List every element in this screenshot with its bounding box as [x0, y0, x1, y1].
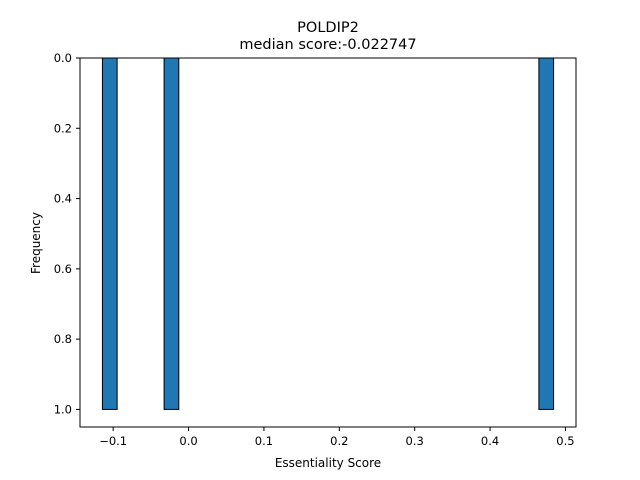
- bars-group: [101, 57, 555, 410]
- histogram-bar: [163, 57, 180, 410]
- y-axis-ticks: 0.0 0.2 0.4 0.6 0.8 1.0: [54, 51, 80, 416]
- x-tick-label: 0.4: [481, 434, 499, 448]
- plot-frame: [79, 57, 577, 428]
- x-axis-label: Essentiality Score: [275, 456, 381, 470]
- y-tick-label: 0.8: [54, 332, 72, 346]
- x-tick-label: 0.3: [406, 434, 424, 448]
- x-tick-label: 0.0: [179, 434, 197, 448]
- x-tick-label: −0.1: [99, 434, 127, 448]
- histogram-bar: [101, 57, 118, 410]
- y-axis-label: Frequency: [29, 212, 43, 274]
- chart-title: POLDIP2: [297, 20, 359, 36]
- x-axis-ticks: −0.1 0.0 0.1 0.2 0.3 0.4 0.5: [99, 427, 575, 448]
- chart-subtitle: median score:-0.022747: [239, 37, 416, 53]
- x-tick-label: 0.1: [255, 434, 273, 448]
- y-tick-label: 1.0: [54, 402, 72, 416]
- y-tick-label: 0.6: [54, 262, 72, 276]
- y-tick-label: 0.4: [54, 192, 72, 206]
- histogram-bar: [538, 57, 555, 410]
- y-tick-label: 0.2: [54, 121, 72, 135]
- y-tick-label: 0.0: [54, 51, 72, 65]
- x-tick-label: 0.2: [330, 434, 348, 448]
- x-tick-label: 0.5: [556, 434, 574, 448]
